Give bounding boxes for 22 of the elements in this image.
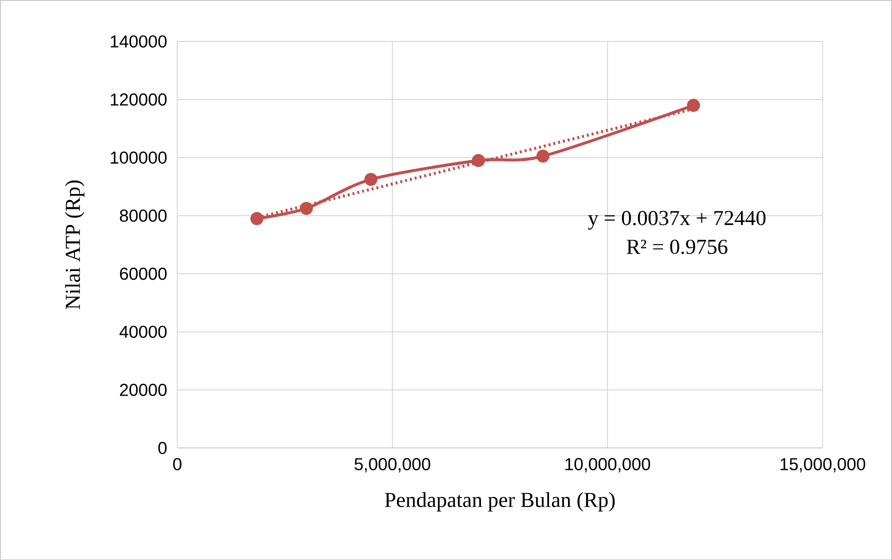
y-tick-label: 20000: [120, 384, 167, 396]
point: [686, 98, 700, 112]
point: [536, 149, 550, 163]
point: [250, 212, 264, 225]
point: [300, 202, 313, 215]
annotation: y = 0.0037x + 72440: [588, 210, 766, 230]
x-axis-title: Pendapatan per Bulan (Rp): [384, 492, 615, 512]
y-tick-label: 0: [158, 442, 167, 454]
y-tick-label: 100000: [110, 151, 167, 164]
x-tick-label: 0: [173, 458, 182, 470]
y-tick-label: 140000: [110, 35, 167, 48]
point: [472, 154, 485, 167]
x-tick-label: 5,000,000: [354, 458, 430, 472]
y-tick-label: 80000: [120, 209, 167, 222]
x-tick-label: 15,000,000: [780, 458, 866, 472]
y-axis-title: Nilai ATP (Rp): [65, 180, 84, 310]
y-tick-label: 40000: [120, 326, 167, 338]
y-tick-label: 60000: [120, 267, 167, 280]
y-tick-label: 120000: [110, 93, 167, 106]
x-tick-label: 10,000,000: [565, 458, 650, 472]
point: [364, 172, 378, 186]
annotation: R² = 0.9756: [626, 239, 728, 254]
